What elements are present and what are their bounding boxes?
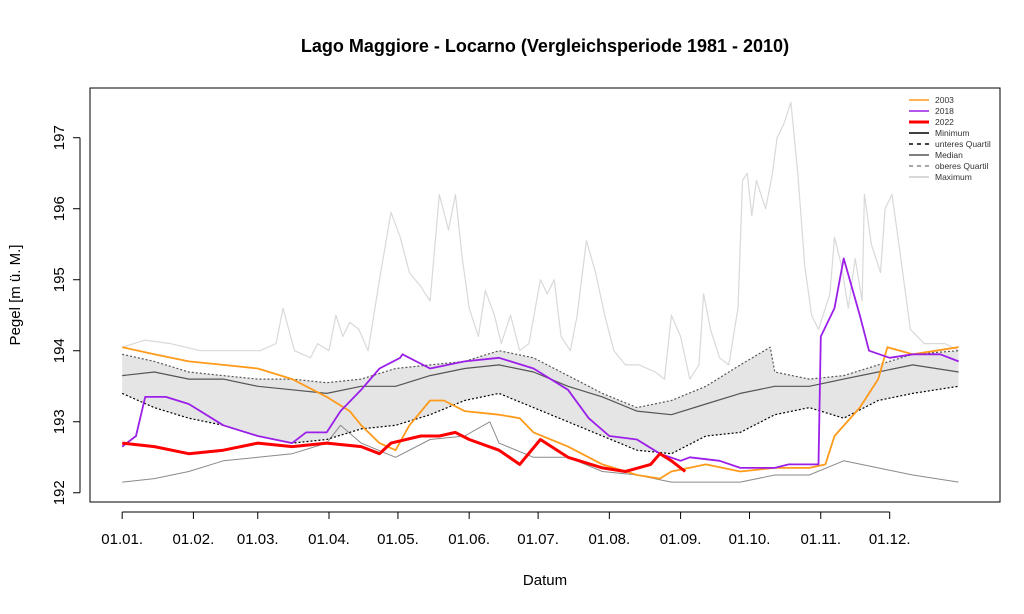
x-tick-label: 01.03. (237, 531, 279, 548)
legend-label: 2022 (935, 117, 954, 127)
x-tick-label: 01.06. (448, 531, 490, 548)
x-tick-label: 01.09. (660, 531, 702, 548)
x-tick-label: 01.12. (869, 531, 911, 548)
legend-label: unteres Quartil (935, 139, 991, 149)
axes: 192 193 194 195 196 197 01.01. 01.02. 01.03. 01.0… (51, 125, 911, 548)
x-tick-label: 01.11. (800, 531, 841, 548)
series-line-median (122, 364, 959, 416)
series-line-minimum (122, 421, 959, 483)
chart-title: Lago Maggiore - Locarno (Vergleichsperio… (301, 36, 789, 56)
legend-label: 2003 (935, 95, 954, 105)
legend-label: oberes Quartil (935, 161, 988, 171)
y-tick-label: 194 (51, 338, 68, 363)
x-tick-label: 01.04. (308, 531, 350, 548)
legend-label: Maximum (935, 172, 972, 182)
y-tick-label: 193 (51, 409, 68, 434)
series-line-maximum (122, 101, 959, 380)
quartile-band-fill (122, 347, 959, 454)
x-tick-label: 01.10. (729, 531, 771, 548)
x-tick-label: 01.05. (377, 531, 419, 548)
x-axis-label: Datum (523, 572, 567, 589)
x-tick-label: 01.07. (517, 531, 559, 548)
series-line-y2003 (122, 346, 959, 480)
legend-label: 2018 (935, 106, 954, 116)
quartile-band (122, 347, 959, 454)
legend-label: Median (935, 150, 963, 160)
y-axis-label: Pegel [m ü. M.] (7, 245, 24, 346)
y-tick-label: 195 (51, 267, 68, 292)
series-lines (121, 101, 959, 483)
series-line-y2018 (121, 257, 959, 469)
x-tick-label: 01.02. (173, 531, 215, 548)
series-line-y2022 (122, 430, 687, 473)
series-line-upper-quartile (122, 346, 959, 409)
x-tick-label: 01.08. (588, 531, 630, 548)
plot-frame (89, 87, 1001, 503)
y-tick-label: 196 (51, 196, 68, 221)
legend-label: Minimum (935, 128, 969, 138)
y-tick-label: 197 (51, 125, 68, 150)
y-tick-label: 192 (51, 480, 68, 505)
x-tick-label: 01.01. (101, 531, 143, 548)
series-line-lower-quartile (121, 385, 959, 455)
